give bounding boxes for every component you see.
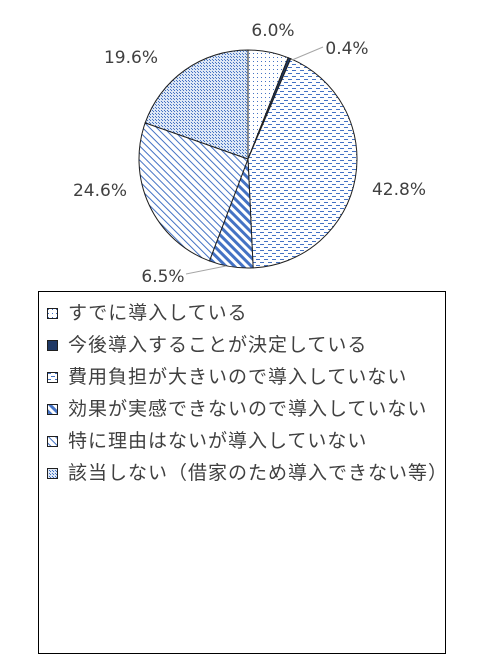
legend-item: 特に理由はないが導入していない [47,425,439,457]
leader-line [291,46,324,61]
legend-swatch [47,468,58,479]
slice-label: 6.5% [141,267,184,287]
pie-slice [247,58,358,269]
slice-label: 6.0% [251,21,294,41]
pie-slice [144,49,249,160]
pie-slice [138,122,249,262]
legend-item: 効果が実感できないので導入していない [47,393,439,425]
legend-swatch [47,404,58,415]
legend-label: 特に理由はないが導入していない [68,430,368,452]
slice-label: 42.8% [372,180,426,200]
leader-line [185,265,227,275]
legend-swatch [47,372,58,383]
legend-label: すでに導入している [68,302,248,324]
legend-swatch [47,340,58,351]
legend-item: 該当しない（借家のため導入できない等） [47,457,449,489]
pie-chart: 6.0% 0.4% 42.8% 6.5% 24.6% 19.6% [73,21,426,287]
legend-swatch [47,436,58,447]
slice-label: 0.4% [325,39,368,59]
legend-label: 今後導入することが決定している [68,334,368,356]
legend-item: すでに導入している [47,297,439,329]
slice-label: 24.6% [73,181,127,201]
legend-item: 費用負担が大きいので導入していない [47,361,439,393]
legend: すでに導入している 今後導入することが決定している 費用負担が大きいので導入して… [38,291,449,654]
legend-item: 今後導入することが決定している [47,329,439,361]
legend-label: 費用負担が大きいので導入していない [68,366,408,388]
legend-swatch [47,308,58,319]
slice-label: 19.6% [104,48,158,68]
legend-label: 効果が実感できないので導入していない [68,398,428,420]
legend-label: 該当しない（借家のため導入できない等） [68,462,449,484]
